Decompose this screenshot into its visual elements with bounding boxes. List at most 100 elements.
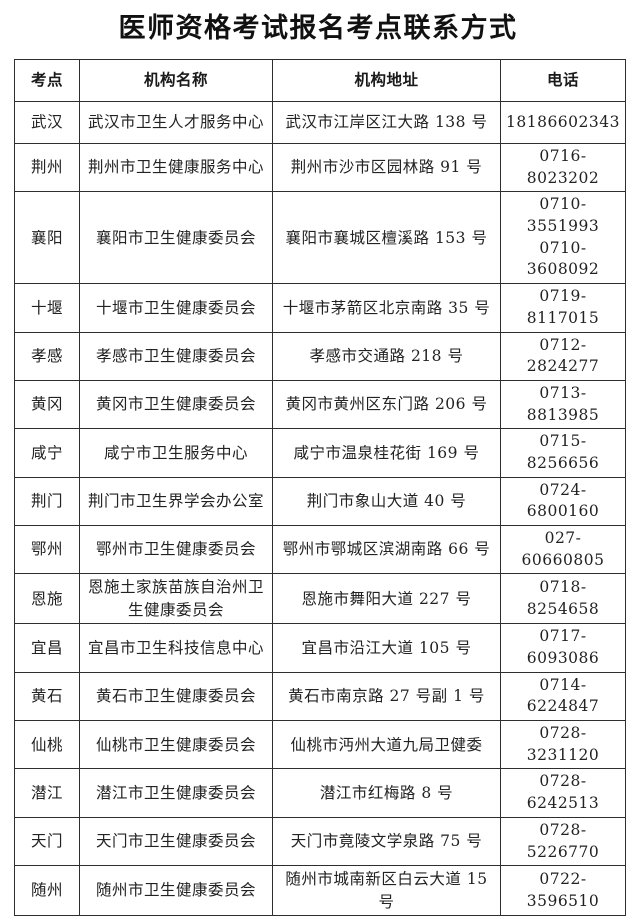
phone-number: 0714-6224847: [526, 675, 600, 716]
cell-site: 孝感: [14, 331, 80, 381]
table-row: 孝感 孝感市卫生健康委员会 孝感市交通路 218 号 0712-2824277: [14, 331, 626, 381]
cell-site: 荆门: [14, 476, 80, 527]
cell-site: 黄石: [14, 671, 80, 722]
header-row: 考点 机构名称 机构地址 电话: [14, 59, 626, 102]
cell-org: 荆州市卫生健康服务中心: [79, 142, 273, 193]
table-row: 咸宁 咸宁市卫生服务中心 咸宁市温泉桂花街 169 号 0715-8256656: [14, 428, 626, 478]
table-row: 襄阳 襄阳市卫生健康委员会 襄阳市襄城区檀溪路 153 号 0710-3551993 0…: [14, 191, 626, 285]
phone-number: 0722-3596510: [526, 869, 600, 910]
cell-address: 孝感市交通路 218 号: [272, 331, 501, 381]
cell-org: 武汉市卫生人才服务中心: [79, 101, 273, 144]
cell-org: 孝感市卫生健康委员会: [79, 331, 273, 381]
phone-number: 0713-8813985: [526, 383, 600, 424]
cell-address: 荆州市沙市区园林路 91 号: [272, 142, 501, 193]
contact-table: 考点 机构名称 机构地址 电话 武汉 武汉市卫生人才服务中心 武汉市江岸区江大路 1…: [14, 59, 626, 916]
cell-address: 黄冈市黄州区东门路 206 号: [272, 379, 501, 430]
phone-number: 0719-8117015: [526, 287, 600, 327]
cell-site: 襄阳: [14, 191, 80, 285]
table-row: 武汉 武汉市卫生人才服务中心 武汉市江岸区江大路 138 号 18186602343: [14, 101, 626, 144]
phone-number: 0717-6093086: [526, 627, 600, 667]
table-row: 黄石 黄石市卫生健康委员会 黄石市南京路 27 号副 1 号 0714-6224847: [14, 671, 626, 722]
cell-address: 鄂州市鄂城区滨湖南路 66 号: [272, 524, 501, 575]
cell-phone: 0722-3596510: [500, 865, 626, 916]
cell-address: 随州市城南新区白云大道 15 号: [272, 865, 501, 916]
cell-phone: 0710-3551993 0710-3608092: [500, 191, 626, 285]
phone-number: 0718-8254658: [526, 578, 600, 618]
cell-site: 仙桃: [14, 720, 80, 770]
phone-number: 0710-3608092: [526, 238, 600, 279]
cell-address: 潜江市红梅路 8 号: [272, 768, 501, 818]
cell-phone: 027-60660805: [500, 524, 626, 575]
cell-site: 潜江: [14, 768, 80, 818]
cell-phone: 0713-8813985: [500, 379, 626, 430]
cell-org: 黄冈市卫生健康委员会: [79, 379, 273, 430]
table-row: 十堰 十堰市卫生健康委员会 十堰市茅箭区北京南路 35 号 0719-8117015: [14, 283, 626, 333]
page: 医师资格考试报名考点联系方式 考点 机构名称 机构地址 电话 武汉 武汉市卫生人才…: [14, 13, 626, 916]
phone-number: 0724-6800160: [526, 480, 600, 521]
cell-org: 潜江市卫生健康委员会: [79, 768, 273, 818]
phone-number: 0710-3551993: [526, 195, 600, 236]
table-row: 宜昌 宜昌市卫生科技信息中心 宜昌市沿江大道 105 号 0717-6093086: [14, 623, 626, 673]
cell-site: 随州: [14, 865, 80, 916]
cell-address: 武汉市江岸区江大路 138 号: [272, 101, 501, 144]
cell-address: 荆门市象山大道 40 号: [272, 476, 501, 527]
cell-org: 黄石市卫生健康委员会: [79, 671, 273, 722]
cell-org: 宜昌市卫生科技信息中心: [79, 623, 273, 673]
cell-site: 十堰: [14, 283, 80, 333]
cell-site: 荆州: [14, 142, 80, 193]
table-row: 荆门 荆门市卫生界学会办公室 荆门市象山大道 40 号 0724-6800160: [14, 476, 626, 527]
cell-phone: 0718-8254658: [500, 573, 626, 625]
table-row: 天门 天门市卫生健康委员会 天门市竟陵文学泉路 75 号 0728-5226770: [14, 816, 626, 867]
cell-site: 宜昌: [14, 623, 80, 673]
cell-phone: 0716-8023202: [500, 142, 626, 193]
table-row: 鄂州 鄂州市卫生健康委员会 鄂州市鄂城区滨湖南路 66 号 027-60660805: [14, 524, 626, 575]
cell-site: 咸宁: [14, 428, 80, 478]
cell-org: 十堰市卫生健康委员会: [79, 283, 273, 333]
page-title: 医师资格考试报名考点联系方式: [118, 13, 518, 44]
cell-site: 武汉: [14, 101, 80, 144]
phone-number: 18186602343: [506, 112, 620, 131]
cell-org: 随州市卫生健康委员会: [79, 865, 273, 916]
header-site: 考点: [14, 59, 80, 102]
cell-site: 恩施: [14, 573, 80, 625]
cell-phone: 18186602343: [500, 101, 626, 144]
cell-address: 天门市竟陵文学泉路 75 号: [272, 816, 501, 867]
phone-number: 0728-5226770: [526, 820, 600, 861]
cell-org: 仙桃市卫生健康委员会: [79, 720, 273, 770]
cell-phone: 0724-6800160: [500, 476, 626, 527]
table-row: 恩施 恩施土家族苗族自治州卫生健康委员会 恩施市舞阳大道 227 号 0718-825…: [14, 573, 626, 625]
phone-number: 0716-8023202: [526, 147, 600, 187]
phone-number: 0712-2824277: [526, 335, 600, 376]
cell-site: 黄冈: [14, 379, 80, 430]
header-address: 机构地址: [272, 59, 501, 102]
header-phone: 电话: [500, 59, 626, 102]
cell-org: 咸宁市卫生服务中心: [79, 428, 273, 478]
cell-org: 天门市卫生健康委员会: [79, 816, 273, 867]
cell-phone: 0728-6242513: [500, 768, 626, 818]
cell-phone: 0728-3231120: [500, 720, 626, 770]
cell-site: 天门: [14, 816, 80, 867]
cell-address: 咸宁市温泉桂花街 169 号: [272, 428, 501, 478]
cell-phone: 0712-2824277: [500, 331, 626, 381]
cell-org: 荆门市卫生界学会办公室: [79, 476, 273, 527]
phone-number: 0728-3231120: [526, 724, 600, 764]
cell-phone: 0714-6224847: [500, 671, 626, 722]
cell-phone: 0728-5226770: [500, 816, 626, 867]
cell-address: 仙桃市沔州大道九局卫健委: [272, 720, 501, 770]
phone-number: 0715-8256656: [526, 432, 600, 472]
phone-number: 0728-6242513: [526, 772, 600, 813]
cell-address: 十堰市茅箭区北京南路 35 号: [272, 283, 501, 333]
table-body: 武汉 武汉市卫生人才服务中心 武汉市江岸区江大路 138 号 18186602343 荆…: [14, 101, 626, 916]
cell-org: 鄂州市卫生健康委员会: [79, 524, 273, 575]
cell-phone: 0719-8117015: [500, 283, 626, 333]
cell-phone: 0717-6093086: [500, 623, 626, 673]
cell-site: 鄂州: [14, 524, 80, 575]
table-row: 潜江 潜江市卫生健康委员会 潜江市红梅路 8 号 0728-6242513: [14, 768, 626, 818]
cell-address: 恩施市舞阳大道 227 号: [272, 573, 501, 625]
cell-org: 襄阳市卫生健康委员会: [79, 191, 273, 285]
cell-org: 恩施土家族苗族自治州卫生健康委员会: [79, 573, 273, 625]
table-row: 仙桃 仙桃市卫生健康委员会 仙桃市沔州大道九局卫健委 0728-3231120: [14, 720, 626, 770]
cell-address: 黄石市南京路 27 号副 1 号: [272, 671, 501, 722]
cell-address: 宜昌市沿江大道 105 号: [272, 623, 501, 673]
table-row: 随州 随州市卫生健康委员会 随州市城南新区白云大道 15 号 0722-3596510: [14, 865, 626, 916]
